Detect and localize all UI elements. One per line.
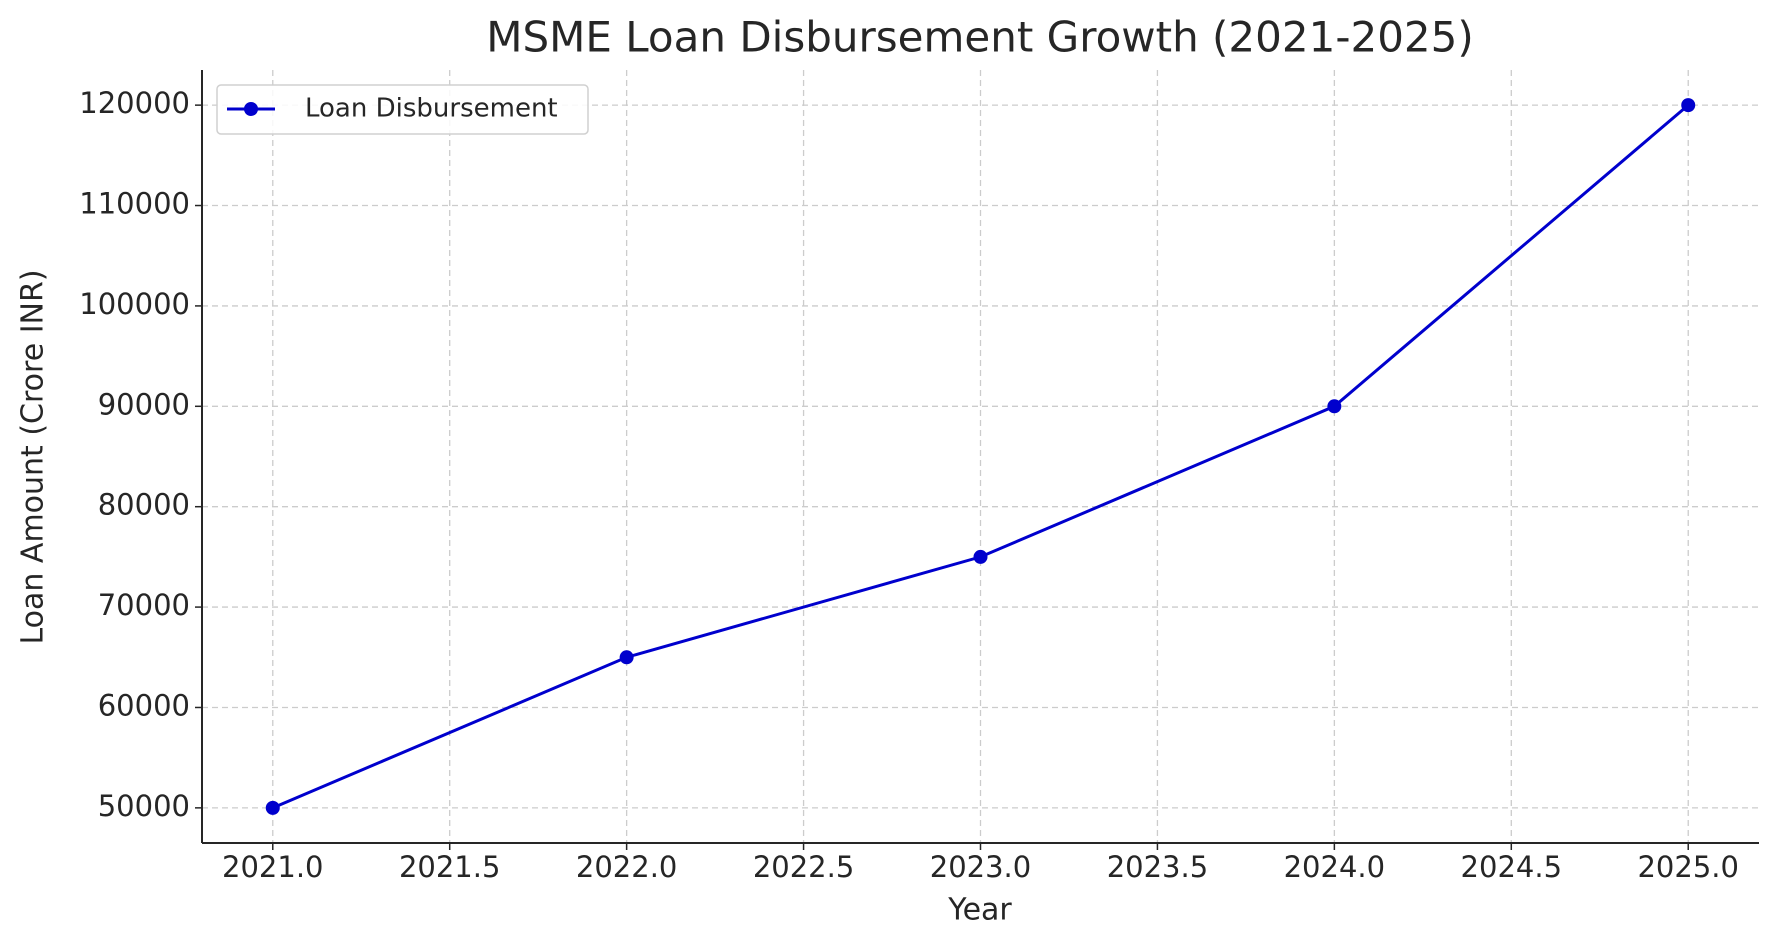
y-tick-label: 80000	[98, 488, 190, 522]
y-tick-label: 50000	[98, 789, 190, 823]
data-point	[265, 800, 280, 815]
y-axis-label: Loan Amount (Crore INR)	[16, 269, 51, 644]
y-tick-label: 70000	[98, 588, 190, 622]
x-tick-label: 2022.0	[576, 850, 677, 884]
y-tick-label: 110000	[79, 187, 190, 221]
data-point	[973, 549, 988, 564]
chart-title: MSME Loan Disbursement Growth (2021-2025…	[486, 13, 1474, 62]
legend: Loan Disbursement	[216, 84, 589, 135]
data-point	[619, 650, 634, 665]
x-tick-label: 2025.0	[1637, 850, 1738, 884]
x-tick-label: 2021.5	[399, 850, 500, 884]
x-tick-label: 2023.0	[930, 850, 1031, 884]
x-tick-label: 2024.0	[1284, 850, 1385, 884]
y-tick-label: 100000	[79, 287, 190, 321]
y-tick-label: 90000	[98, 387, 190, 421]
data-point	[1681, 98, 1696, 113]
legend-marker	[244, 102, 258, 116]
y-tick-label: 60000	[98, 688, 190, 722]
legend-label: Loan Disbursement	[305, 94, 558, 124]
data-point	[1327, 399, 1342, 414]
y-tick-label: 120000	[79, 86, 190, 120]
x-tick-label: 2022.5	[753, 850, 854, 884]
x-tick-label: 2023.5	[1107, 850, 1208, 884]
x-tick-label: 2021.0	[222, 850, 323, 884]
x-axis-label: Year	[947, 893, 1012, 928]
x-tick-label: 2024.5	[1461, 850, 1562, 884]
legend-box	[216, 84, 589, 135]
